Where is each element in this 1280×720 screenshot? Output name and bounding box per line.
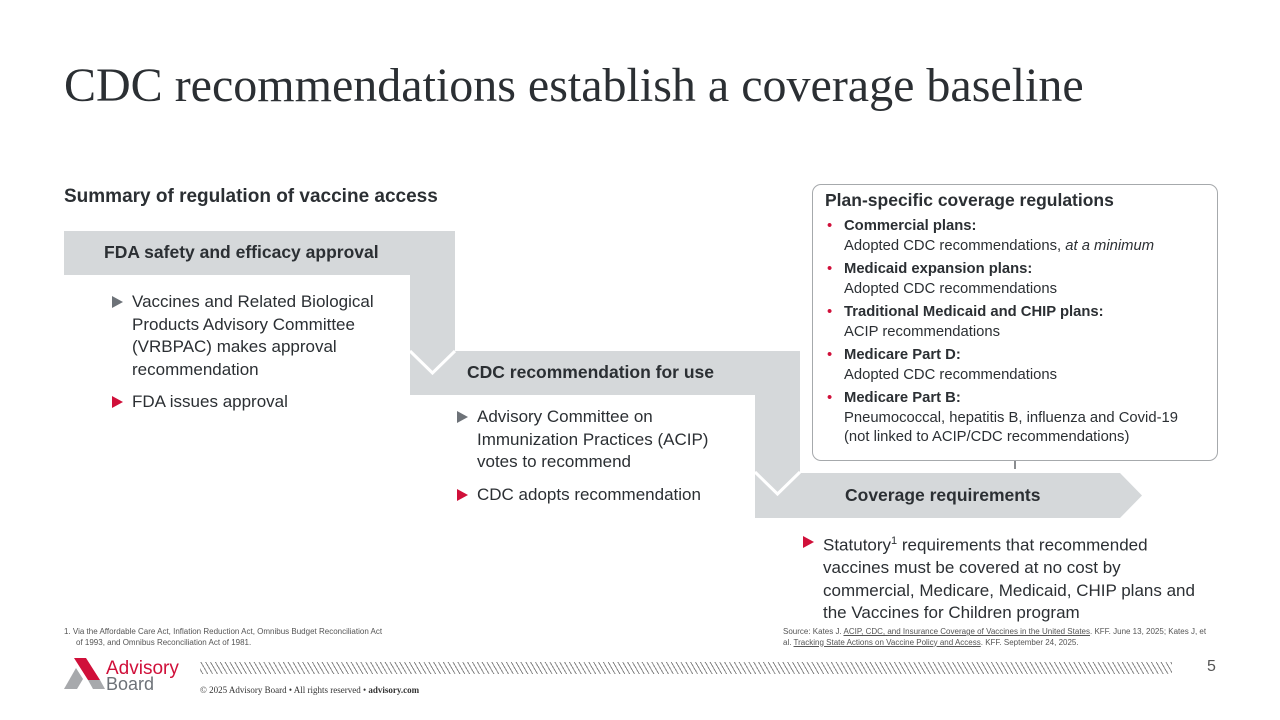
step-3-heading: Coverage requirements	[845, 485, 1041, 505]
logo-mark-icon: Advisory Board	[64, 658, 179, 694]
bullet-text: Advisory Committee on Immunization Pract…	[477, 407, 709, 471]
step-2-heading: CDC recommendation for use	[467, 362, 714, 382]
bullet-text: requirements that recommended vaccines m…	[823, 535, 1195, 623]
source-note: Source: Kates J. ACIP, CDC, and Insuranc…	[783, 627, 1213, 648]
red-triangle-icon	[457, 488, 468, 501]
step-2-bullets: Advisory Committee on Immunization Pract…	[457, 406, 747, 516]
gray-triangle-icon	[457, 411, 468, 423]
advisory-board-logo: Advisory Board	[64, 658, 184, 697]
plan-label: Commercial plans:	[844, 218, 977, 234]
source-link-2[interactable]: Tracking State Actions on Vaccine Policy…	[793, 637, 981, 647]
step-2-bar	[410, 351, 800, 494]
plan-text: Pneumococcal, hepatitis B, influenza and…	[844, 409, 1178, 446]
plan-item-traditional-medicaid: • Traditional Medicaid and CHIP plans: ACI…	[825, 303, 1205, 342]
bullet-text: Statutory	[823, 535, 892, 555]
plan-text: Adopted CDC recommendations	[844, 280, 1058, 297]
plan-label: Traditional Medicaid and CHIP plans:	[844, 304, 1104, 320]
logo-text-board: Board	[106, 674, 154, 692]
list-item: Vaccines and Related Biological Products…	[112, 291, 402, 381]
page-number: 5	[1207, 658, 1216, 675]
copyright-text: © 2025 Advisory Board • All rights reser…	[200, 685, 369, 695]
step-1-chevron	[408, 349, 457, 376]
footnote-ref: 1	[891, 535, 898, 547]
step-1-bar	[64, 231, 455, 373]
bullet-text: CDC adopts recommendation	[477, 484, 701, 504]
plan-item-commercial: • Commercial plans: Adopted CDC recommenda…	[825, 217, 1205, 256]
subtitle: Summary of regulation of vaccine access	[64, 186, 438, 207]
step-3-bullets: Statutory1 requirements that recommended…	[803, 530, 1203, 635]
list-item: FDA issues approval	[112, 391, 402, 414]
bullet-dot-icon: •	[827, 347, 833, 363]
plan-text: ACIP recommendations	[844, 323, 1000, 340]
bullet-dot-icon: •	[827, 261, 833, 277]
step-2-chevron	[753, 470, 802, 497]
bullet-text: FDA issues approval	[132, 392, 288, 411]
source-link-1[interactable]: ACIP, CDC, and Insurance Coverage of Vac…	[843, 627, 1090, 636]
plan-text: Adopted CDC recommendations	[844, 366, 1058, 383]
source-text: Source: Kates J.	[783, 627, 844, 636]
footnote: 1. Via the Affordable Care Act, Inflatio…	[64, 627, 383, 647]
plan-item-medicare-d: • Medicare Part D: Adopted CDC recommendat…	[825, 346, 1205, 385]
gray-triangle-icon	[112, 296, 123, 308]
step-1-bullets: Vaccines and Related Biological Products…	[112, 291, 402, 424]
list-item: Advisory Committee on Immunization Pract…	[457, 406, 747, 474]
plan-box-title: Plan-specific coverage regulations	[825, 190, 1114, 210]
plan-coverage-box: Plan-specific coverage regulations • Comm…	[812, 184, 1218, 461]
bullet-dot-icon: •	[827, 218, 833, 234]
plan-item-medicaid-expansion: • Medicaid expansion plans: Adopted CDC re…	[825, 260, 1205, 299]
plan-item-medicare-b: • Medicare Part B: Pneumococcal, hepatitis…	[825, 389, 1205, 448]
bullet-text: Vaccines and Related Biological Products…	[132, 292, 374, 379]
plan-text: Adopted CDC recommendations,	[844, 237, 1066, 254]
red-triangle-icon	[112, 396, 123, 408]
red-triangle-icon	[803, 536, 814, 548]
plan-label: Medicaid expansion plans:	[844, 261, 1033, 277]
site-link[interactable]: advisory.com	[368, 685, 420, 695]
copyright: © 2025 Advisory Board • All rights reser…	[200, 685, 419, 695]
list-item: CDC adopts recommendation	[457, 484, 747, 507]
logo-text-advisory: Advisory	[106, 658, 179, 679]
plan-label: Medicare Part B:	[844, 390, 961, 406]
plan-list: • Commercial plans: Adopted CDC recommenda…	[825, 217, 1205, 448]
source-text: . KFF. June 13, 2025; Kates J, et al.	[783, 627, 1207, 647]
list-item: Statutory1 requirements that recommended…	[803, 530, 1203, 625]
page-title: CDC recommendations establish a coverage…	[64, 59, 1084, 112]
plan-emphasis: at a minimum	[1065, 237, 1155, 254]
footer-hatch-divider	[200, 662, 1172, 674]
source-text: . KFF. September 24, 2025.	[980, 637, 1079, 647]
connector-line	[1014, 461, 1016, 469]
plan-label: Medicare Part D:	[844, 347, 961, 363]
bullet-dot-icon: •	[827, 390, 833, 406]
step-1-heading: FDA safety and efficacy approval	[104, 242, 379, 262]
bullet-dot-icon: •	[827, 304, 833, 320]
step-3-bar	[755, 473, 1142, 518]
